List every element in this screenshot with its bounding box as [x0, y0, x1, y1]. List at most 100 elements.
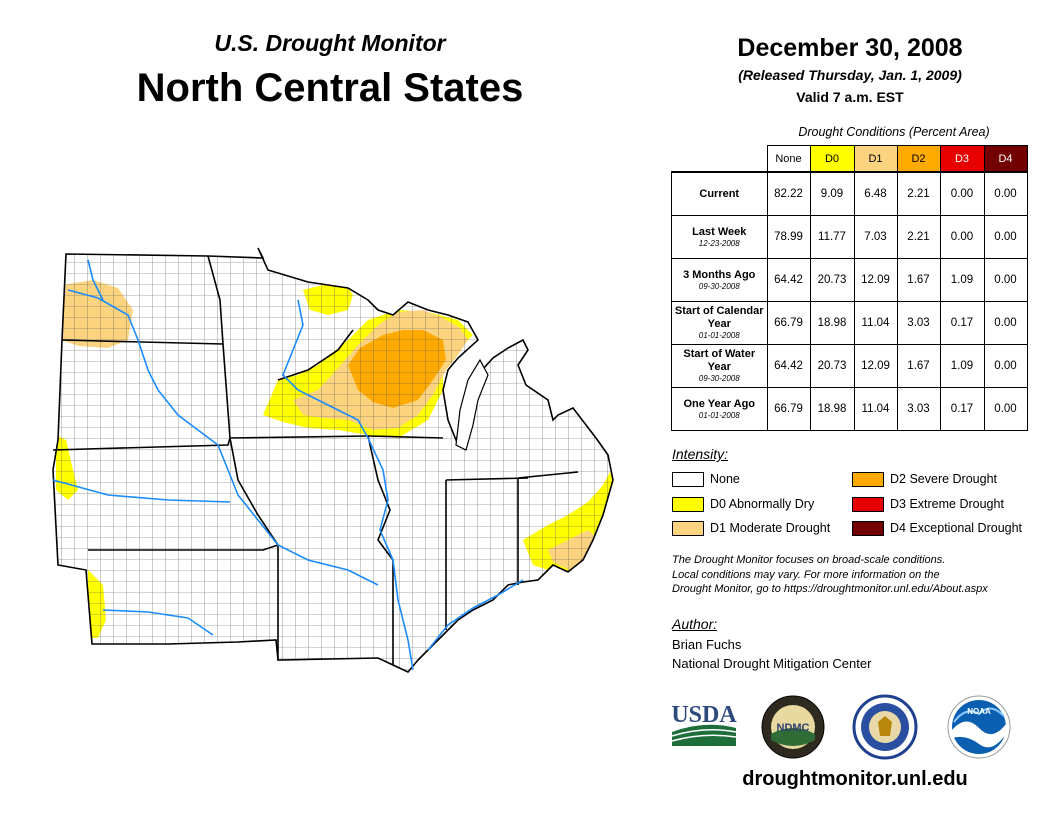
table-cell: 66.79 [766, 387, 811, 431]
table-row: One Year Ago 01-01-2008 66.79 18.98 11.04 3.0… [671, 387, 1028, 431]
table-row: Start of Water Year 09-30-2008 64.42 20.73 1… [671, 344, 1028, 388]
col-header-d2: D2 [896, 145, 941, 173]
legend-swatch [852, 521, 884, 537]
row-header: Start of Calendar Year 01-01-2008 [671, 301, 768, 345]
row-date: 09-30-2008 [698, 281, 740, 291]
table-cell: 0.17 [939, 301, 985, 345]
row-label: 3 Months Ago [683, 268, 756, 281]
table-cell: 3.03 [896, 301, 941, 345]
row-label: Last Week [692, 225, 747, 238]
row-label: Current [699, 187, 740, 200]
legend-item-d4: D4 Exceptional Drought [852, 519, 1022, 537]
author-organization: National Drought Mitigation Center [672, 656, 872, 671]
col-header-d1: D1 [853, 145, 898, 173]
col-header-d3: D3 [939, 145, 985, 173]
platte-river [52, 479, 231, 503]
commerce-seal-logo [852, 694, 918, 760]
row-label: Start of Water Year [683, 348, 756, 373]
table-cell: 2.21 [896, 171, 941, 216]
ndmc-logo-text: NDMC [777, 722, 810, 734]
table-cell: 12.09 [853, 344, 898, 388]
legend-label: D4 Exceptional Drought [890, 521, 1023, 535]
col-header-none: None [766, 145, 811, 173]
table-cell: 18.98 [809, 387, 855, 431]
legend-item-d3: D3 Extreme Drought [852, 495, 1004, 513]
red-river [87, 259, 104, 301]
website-link[interactable]: droughtmonitor.unl.edu [742, 768, 968, 790]
table-cell: 1.67 [896, 258, 941, 302]
legend-label: None [710, 472, 740, 486]
release-date: (Released Thursday, Jan. 1, 2009) [738, 67, 962, 83]
usda-logo: USDA [671, 702, 737, 746]
valid-time: Valid 7 a.m. EST [796, 89, 904, 105]
legend-item-d0: D0 Abnormally Dry [672, 495, 814, 513]
table-cell: 0.00 [983, 215, 1028, 259]
missouri-river [67, 289, 379, 586]
legend-swatch [672, 472, 704, 488]
legend-item-none: None [672, 470, 740, 488]
ohio-river [427, 579, 524, 651]
row-date: 09-30-2008 [698, 374, 740, 383]
table-cell: 0.00 [939, 171, 985, 216]
author-heading: Author: [672, 616, 718, 632]
usda-logo-text: USDA [671, 702, 737, 728]
table-cell: 11.77 [809, 215, 855, 259]
table-cell: 0.00 [983, 301, 1028, 345]
disclaimer-line: Local conditions may vary. For more info… [672, 568, 940, 581]
legend-item-d2: D2 Severe Drought [852, 470, 997, 488]
drought-conditions-table: None D0 D1 D2 D3 D4 Current 82.22 9.09 6.48… [671, 145, 1028, 431]
legend-swatch [852, 497, 884, 513]
region-title: North Central States [136, 66, 524, 110]
table-cell: 0.00 [983, 258, 1028, 302]
row-label: Start of Calendar Year [674, 305, 764, 330]
disclaimer-line: The Drought Monitor focuses on broad-sca… [672, 554, 946, 566]
table-cell: 1.09 [939, 258, 985, 302]
legend-swatch [852, 472, 884, 488]
row-date: 01-01-2008 [698, 410, 740, 420]
table-cell: 18.98 [809, 301, 855, 345]
noaa-logo-text: NOAA [967, 707, 991, 716]
row-label: One Year Ago [683, 397, 756, 410]
noaa-logo: NOAA [947, 695, 1011, 759]
table-cell: 82.22 [766, 171, 811, 216]
legend-label: D1 Moderate Drought [710, 521, 831, 535]
row-header: Start of Water Year 09-30-2008 [671, 344, 768, 388]
legend-label: D0 Abnormally Dry [710, 497, 815, 511]
table-caption: Drought Conditions (Percent Area) [798, 125, 990, 139]
table-cell: 64.42 [766, 258, 811, 302]
table-cell: 9.09 [809, 171, 855, 216]
arkansas-river [102, 609, 214, 636]
lake-michigan [455, 358, 489, 451]
table-cell: 11.04 [853, 301, 898, 345]
table-cell: 64.42 [766, 344, 811, 388]
table-cell: 20.73 [809, 344, 855, 388]
table-corner [672, 146, 768, 173]
table-cell: 6.48 [853, 171, 898, 216]
table-cell: 0.17 [939, 387, 985, 431]
legend-item-d1: D1 Moderate Drought [672, 519, 830, 537]
table-row: Last Week 12-23-2008 78.99 11.77 7.03 2.21 0.0… [671, 215, 1028, 259]
table-cell: 1.67 [896, 344, 941, 388]
table-cell: 66.79 [766, 301, 811, 345]
col-header-d4: D4 [983, 145, 1028, 173]
table-cell: 12.09 [853, 258, 898, 302]
table-cell: 0.00 [983, 171, 1028, 216]
row-date: 01-01-2008 [698, 331, 740, 340]
table-cell: 1.09 [939, 344, 985, 388]
legend-label: D2 Severe Drought [890, 472, 998, 486]
table-cell: 20.73 [809, 258, 855, 302]
table-cell: 7.03 [853, 215, 898, 259]
legend-label: D3 Extreme Drought [890, 497, 1004, 511]
legend-swatch [672, 497, 704, 513]
row-header: 3 Months Ago 09-30-2008 [671, 258, 768, 302]
mississippi-river [282, 299, 414, 671]
drought-map [52, 247, 614, 673]
row-header: Current [671, 171, 768, 216]
table-cell: 3.03 [896, 387, 941, 431]
table-cell: 11.04 [853, 387, 898, 431]
table-cell: 0.00 [939, 215, 985, 259]
date-title: December 30, 2008 [737, 34, 963, 62]
disclaimer: The Drought Monitor focuses on broad-sca… [672, 553, 1052, 597]
author-name: Brian Fuchs [672, 637, 742, 652]
table-cell: 0.00 [983, 387, 1028, 431]
